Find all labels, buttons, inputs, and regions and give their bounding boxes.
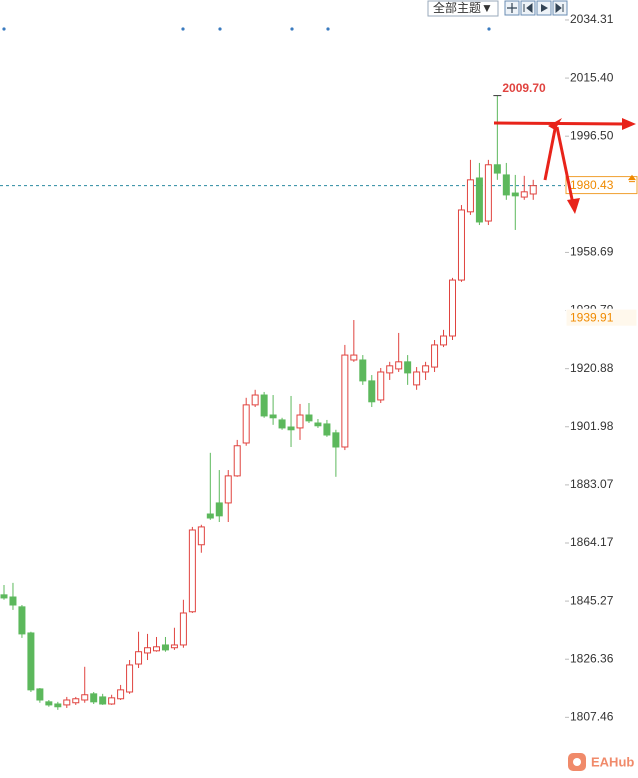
- y-tick-label: 1883.07: [570, 477, 614, 491]
- candle-body: [27, 632, 35, 691]
- candle-body: [520, 191, 528, 198]
- candle-body: [269, 414, 277, 419]
- candle-body: [242, 404, 250, 444]
- price-marker-label: 1939.91: [570, 310, 614, 324]
- candle-body: [170, 644, 178, 649]
- theme-button[interactable]: [427, 0, 499, 17]
- candle-body: [81, 694, 89, 701]
- candle-body: [404, 361, 412, 374]
- y-tick-label: 1845.27: [570, 593, 614, 607]
- candle-body: [63, 699, 71, 706]
- play-glyph: [541, 4, 548, 12]
- candle-body: [260, 394, 268, 417]
- candle-body: [144, 647, 152, 654]
- y-tick-label: 2034.31: [570, 12, 614, 26]
- watermark-text: EAHub: [591, 754, 634, 769]
- candle-body: [332, 432, 340, 448]
- candle-body: [377, 371, 385, 401]
- candle-body: [45, 701, 53, 706]
- candle-body: [440, 335, 448, 346]
- candle-body: [18, 606, 26, 635]
- y-tick-label: 1996.50: [570, 128, 614, 142]
- annotation-arrows: [493, 121, 627, 205]
- candle-body: [99, 696, 107, 705]
- candle-body: [0, 594, 8, 599]
- candle-body: [341, 354, 349, 448]
- current-price-label: 1980.43: [570, 178, 614, 192]
- candle-body: [314, 422, 322, 427]
- y-tick-label: 1826.36: [570, 651, 614, 665]
- y-tick-label: 2015.40: [570, 70, 614, 84]
- candle-body: [305, 414, 313, 422]
- candle-body: [9, 596, 17, 606]
- y-tick-label: 1958.69: [570, 245, 614, 259]
- end-glyph: [555, 2, 564, 14]
- candle-body: [395, 361, 403, 370]
- candle-body: [179, 612, 187, 646]
- plot-area: 2034.312015.401996.501958.691939.791920.…: [0, 12, 638, 724]
- start-glyph: [523, 2, 533, 14]
- candle-body: [215, 502, 223, 517]
- high-label: 2009.70: [502, 81, 546, 95]
- toolbar: 全部主题▼: [427, 0, 568, 17]
- candle-body: [529, 185, 537, 195]
- candle-body: [431, 344, 439, 368]
- candle-body: [54, 703, 62, 708]
- candle-body: [449, 279, 456, 337]
- candle-body: [350, 354, 358, 361]
- candle-body: [188, 529, 196, 613]
- candle-body: [359, 359, 367, 382]
- candle-body: [475, 177, 483, 223]
- theme-button-label[interactable]: 全部主题▼: [433, 0, 493, 15]
- y-tick-label: 1807.46: [570, 710, 614, 724]
- watermark: EAHub: [568, 753, 634, 771]
- candle-body: [90, 693, 98, 703]
- move-glyph: [507, 3, 517, 13]
- candle-body: [413, 371, 421, 386]
- current-price-pointer: [628, 174, 636, 183]
- price-marker-box: [565, 308, 638, 327]
- candle-body: [323, 423, 331, 436]
- candle-body: [296, 414, 304, 429]
- event-dots: [2, 27, 491, 31]
- candle-body: [484, 164, 492, 222]
- candle-body: [368, 380, 376, 403]
- candle-body: [152, 646, 160, 652]
- candle-body: [72, 698, 80, 704]
- candle-body: [278, 419, 286, 429]
- candle-body: [206, 513, 214, 519]
- candle-body: [126, 664, 134, 693]
- candle-body: [224, 475, 232, 504]
- candle-body: [386, 365, 394, 374]
- candle-body: [135, 651, 143, 665]
- current-price-box: [565, 176, 638, 195]
- candle-body: [511, 192, 519, 197]
- candle-body: [233, 445, 241, 477]
- candle-body: [36, 688, 44, 701]
- arrow-heads: [548, 118, 636, 214]
- candle-body: [251, 394, 259, 406]
- candle-body: [502, 174, 510, 196]
- candle-body: [287, 426, 295, 431]
- y-tick-label: 1920.88: [570, 361, 614, 375]
- candle-body: [457, 209, 465, 281]
- candle-body: [117, 689, 125, 700]
- y-tick-label: 1864.17: [570, 535, 614, 549]
- candle-body: [466, 179, 474, 213]
- candle-body: [493, 164, 501, 174]
- candle-body: [197, 526, 205, 546]
- y-tick-label: 1901.98: [570, 419, 614, 433]
- candle-body: [422, 365, 430, 373]
- candle-body: [108, 697, 116, 705]
- candle-body: [161, 644, 169, 651]
